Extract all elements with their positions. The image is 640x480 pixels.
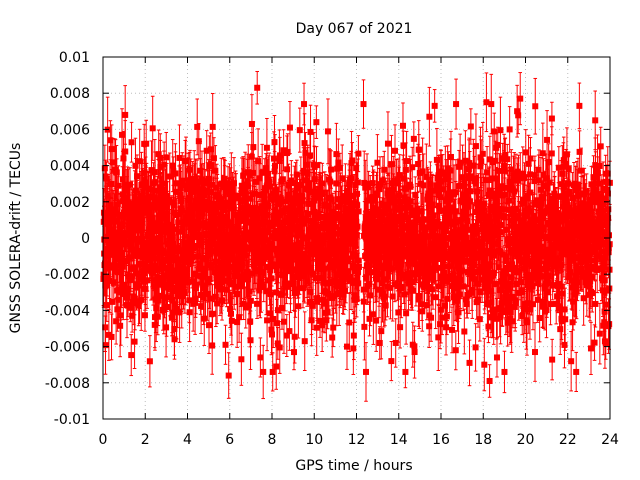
plot-area [100, 70, 613, 402]
chart-title: Day 067 of 2021 [296, 21, 413, 37]
